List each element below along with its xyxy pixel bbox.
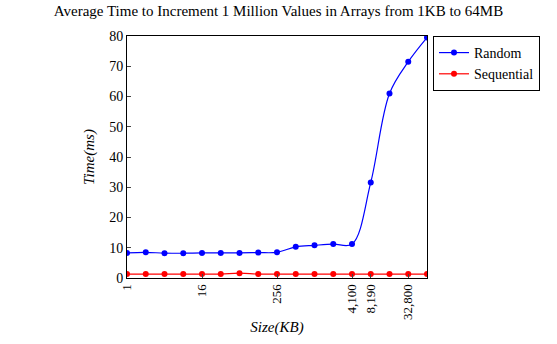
svg-text:60: 60 xyxy=(109,89,123,104)
svg-text:Random: Random xyxy=(474,46,522,61)
svg-text:50: 50 xyxy=(109,120,123,135)
svg-text:70: 70 xyxy=(109,59,123,74)
svg-text:4,100: 4,100 xyxy=(344,284,359,313)
svg-text:16: 16 xyxy=(194,284,209,298)
svg-text:10: 10 xyxy=(109,241,123,256)
svg-text:8,190: 8,190 xyxy=(363,284,378,313)
svg-text:Size(KB): Size(KB) xyxy=(250,319,303,336)
svg-text:Time(ms): Time(ms) xyxy=(81,129,98,185)
svg-text:256: 256 xyxy=(269,284,284,304)
svg-text:0: 0 xyxy=(116,271,123,286)
svg-text:80: 80 xyxy=(109,29,123,44)
svg-text:40: 40 xyxy=(109,150,123,165)
svg-text:32,800: 32,800 xyxy=(401,284,416,320)
svg-text:20: 20 xyxy=(109,210,123,225)
svg-text:30: 30 xyxy=(109,180,123,195)
svg-text:Sequential: Sequential xyxy=(474,67,533,82)
svg-text:1: 1 xyxy=(119,284,134,291)
svg-text:Average Time to Increment 1 Mi: Average Time to Increment 1 Million Valu… xyxy=(54,3,503,19)
